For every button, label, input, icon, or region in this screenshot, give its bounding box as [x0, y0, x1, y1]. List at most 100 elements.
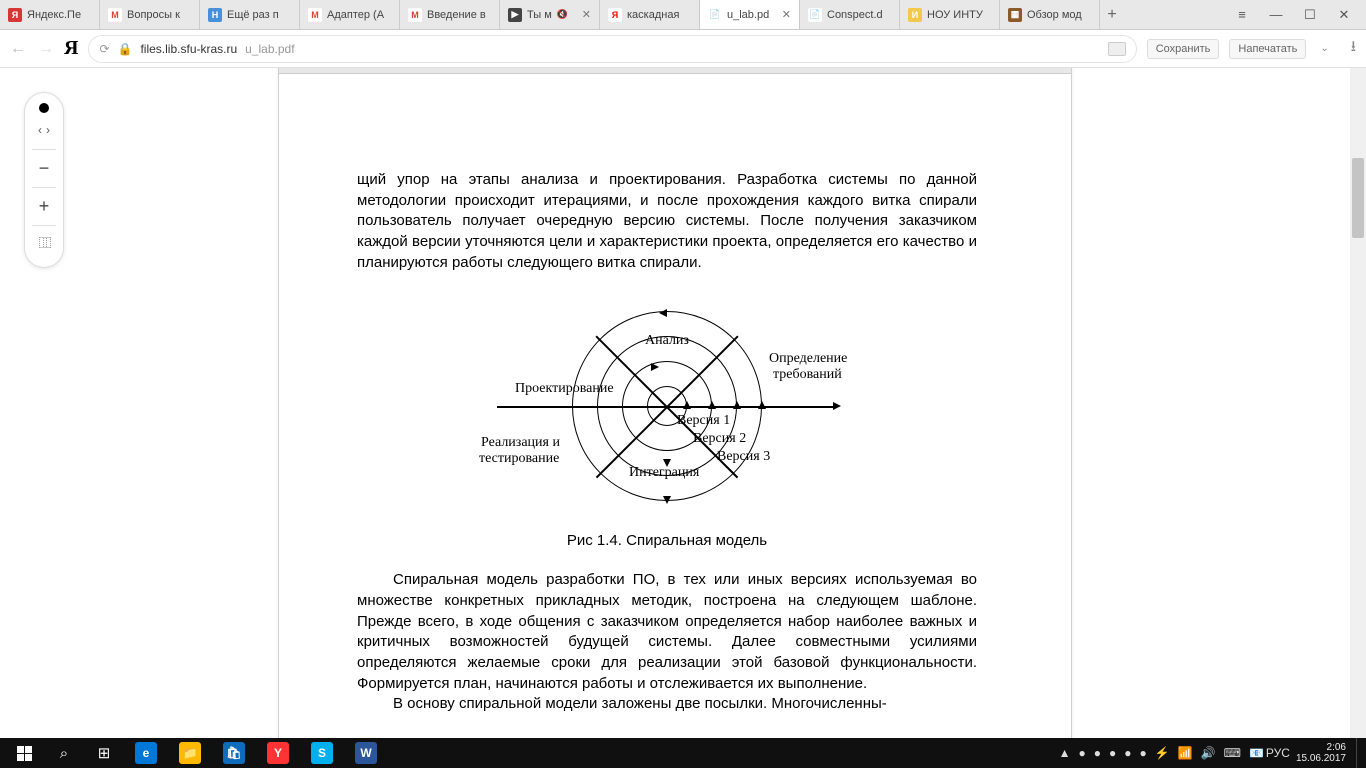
app-icon: W: [355, 742, 377, 764]
back-button[interactable]: ←: [10, 40, 26, 58]
diagram-label: Проектирование: [515, 379, 614, 398]
tab-label: Обзор мод: [1027, 9, 1082, 21]
maximize-button[interactable]: ☐: [1302, 7, 1318, 23]
start-button[interactable]: [4, 738, 44, 768]
tray-icon[interactable]: 📧: [1249, 746, 1264, 760]
download-icon[interactable]: ⭳: [1351, 36, 1356, 61]
save-button[interactable]: Сохранить: [1147, 39, 1220, 59]
diagram-label: Версия 3: [717, 447, 770, 466]
tab-label: Вопросы к: [127, 9, 180, 21]
task-view-button[interactable]: ⊞: [84, 738, 124, 768]
tray-icon[interactable]: ●: [1079, 746, 1086, 760]
tab-label: Введение в: [427, 9, 486, 21]
tab-label: Ещё раз п: [227, 9, 279, 21]
tray-icon[interactable]: 🔊: [1201, 746, 1216, 760]
close-button[interactable]: ✕: [1336, 7, 1352, 23]
more-actions[interactable]: ⌄: [1316, 43, 1332, 54]
taskbar-app[interactable]: S: [300, 738, 344, 768]
tray-icon[interactable]: ●: [1109, 746, 1116, 760]
search-button[interactable]: ⌕: [44, 738, 84, 768]
spiral-diagram: Анализ Определение требований Проектиров…: [477, 291, 857, 521]
app-icon: 🛍: [223, 742, 245, 764]
app-icon: 📁: [179, 742, 201, 764]
window-controls: ≡ — ☐ ✕: [1220, 0, 1366, 29]
taskbar-app[interactable]: Y: [256, 738, 300, 768]
system-tray: ▲ ● ● ● ● ● ⚡ 📶 🔊 ⌨ 📧: [1059, 746, 1266, 760]
pdf-indicator-icon: [39, 103, 49, 113]
tab-close-button[interactable]: ✕: [782, 8, 791, 21]
diagram-label: Версия 1: [677, 411, 730, 430]
browser-tab[interactable]: Якаскадная: [600, 0, 700, 29]
tray-icon[interactable]: ⚡: [1155, 746, 1170, 760]
tab-favicon: И: [908, 8, 922, 22]
browser-tab[interactable]: HЕщё раз п: [200, 0, 300, 29]
address-bar[interactable]: ⟳ 🔒 files.lib.sfu-kras.ru u_lab.pdf: [88, 35, 1136, 63]
browser-tab[interactable]: M Вопросы к: [100, 0, 200, 29]
yandex-logo[interactable]: Я: [64, 37, 78, 60]
browser-tab[interactable]: ▶ Ты м 🔇 ✕: [500, 0, 600, 29]
clock[interactable]: 2:06 15.06.2017: [1290, 742, 1352, 764]
tab-label: Яндекс.Пе: [27, 9, 81, 21]
pdf-fit-page[interactable]: ⿲: [39, 228, 49, 257]
tray-icon[interactable]: ●: [1094, 746, 1101, 760]
keyboard-icon[interactable]: [1108, 42, 1126, 56]
tab-favicon: ▶: [508, 8, 522, 22]
pdf-toolbar: ‹ › − + ⿲: [24, 92, 64, 268]
pdf-prev-page[interactable]: ‹: [38, 123, 42, 137]
nav-arrows: ← →: [10, 40, 54, 58]
paragraph: щий упор на этапы анализа и проектирован…: [357, 170, 977, 273]
browser-tab[interactable]: Я Яндекс.Пе: [0, 0, 100, 29]
taskbar-app[interactable]: W: [344, 738, 388, 768]
browser-tab[interactable]: ▦ Обзор мод: [1000, 0, 1100, 29]
tray-icon[interactable]: ●: [1124, 746, 1131, 760]
taskbar-app[interactable]: 📁: [168, 738, 212, 768]
pdf-zoom-out[interactable]: −: [25, 152, 63, 185]
pdf-zoom-in[interactable]: +: [25, 190, 63, 223]
browser-tab[interactable]: И НОУ ИНТУ: [900, 0, 1000, 29]
url-domain: files.lib.sfu-kras.ru: [140, 42, 237, 56]
browser-tab[interactable]: 📄Conspect.d: [800, 0, 900, 29]
pdf-next-page[interactable]: ›: [46, 123, 50, 137]
menu-button[interactable]: ≡: [1234, 7, 1250, 22]
tab-label: НОУ ИНТУ: [927, 9, 983, 21]
tray-icon[interactable]: ▲: [1059, 746, 1071, 760]
app-icon: e: [135, 742, 157, 764]
minimize-button[interactable]: —: [1268, 7, 1284, 22]
tray-icon[interactable]: ●: [1140, 746, 1147, 760]
browser-tab[interactable]: M Введение в: [400, 0, 500, 29]
tab-favicon: ▦: [1008, 8, 1022, 22]
taskbar-app[interactable]: e: [124, 738, 168, 768]
vertical-scrollbar[interactable]: [1350, 68, 1366, 738]
diagram-label: Версия 2: [693, 429, 746, 448]
tab-close-button[interactable]: ✕: [582, 8, 591, 21]
mute-icon[interactable]: 🔇: [557, 9, 568, 20]
taskbar-app[interactable]: 🛍: [212, 738, 256, 768]
arrow-icon: [663, 496, 671, 504]
new-tab-button[interactable]: +: [1100, 0, 1124, 29]
browser-tab[interactable]: MАдаптер (А: [300, 0, 400, 29]
show-desktop-button[interactable]: [1356, 738, 1362, 768]
diagram-label: Интеграция: [629, 463, 699, 482]
tab-favicon: M: [108, 8, 122, 22]
page-text: щий упор на этапы анализа и проектирован…: [357, 170, 977, 715]
app-icon: S: [311, 742, 333, 764]
pdf-page: щий упор на этапы анализа и проектирован…: [279, 68, 1071, 738]
print-button[interactable]: Напечатать: [1229, 39, 1306, 59]
tab-favicon: Я: [608, 8, 622, 22]
diagram-label: тестирование: [479, 449, 559, 468]
tab-favicon: M: [408, 8, 422, 22]
page-shadow: [1071, 68, 1072, 738]
scrollbar-thumb[interactable]: [1352, 158, 1364, 238]
diagram-label: Анализ: [645, 331, 689, 350]
reload-icon[interactable]: ⟳: [99, 42, 109, 56]
tab-label: Ты м: [527, 9, 552, 21]
tray-icon[interactable]: ⌨: [1224, 746, 1241, 760]
tray-icon[interactable]: 📶: [1178, 746, 1193, 760]
browser-tab[interactable]: 📄u_lab.pd✕: [700, 0, 800, 29]
tab-favicon: Я: [8, 8, 22, 22]
language-indicator[interactable]: РУС: [1266, 746, 1290, 760]
paragraph: Спиральная модель разработки ПО, в тех и…: [357, 570, 977, 694]
forward-button[interactable]: →: [38, 40, 54, 58]
tab-label: Conspect.d: [827, 9, 883, 21]
tab-favicon: M: [308, 8, 322, 22]
